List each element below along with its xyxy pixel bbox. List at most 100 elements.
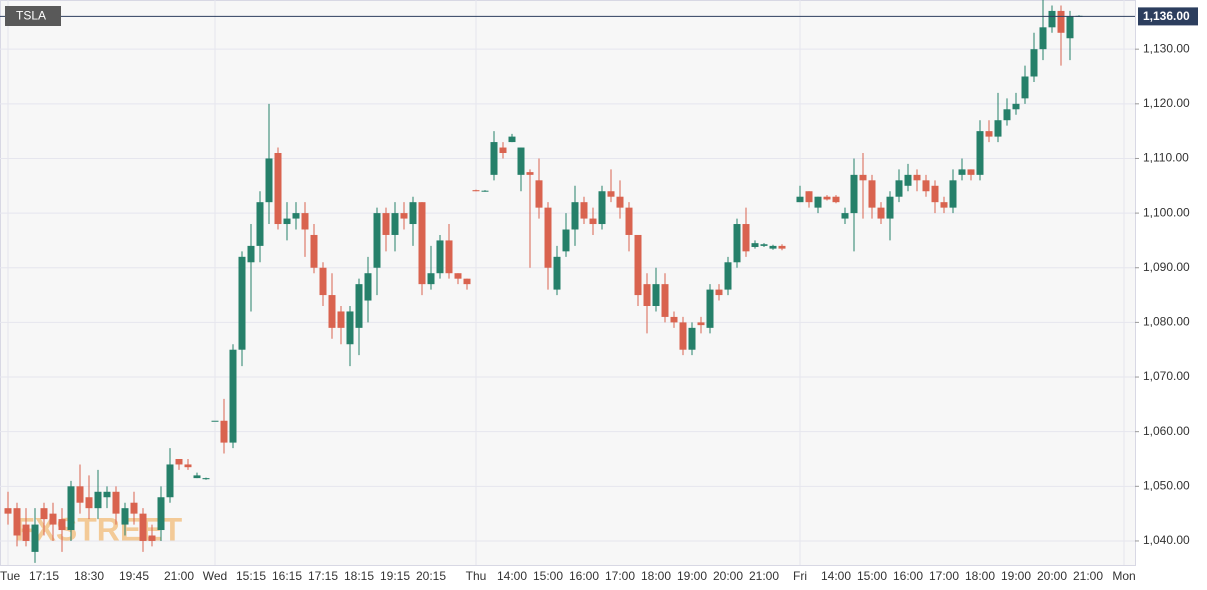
candle-body [913, 174, 921, 181]
candle-body [22, 524, 30, 541]
x-tick-label: Mon [1112, 569, 1135, 583]
candle-body [58, 519, 66, 531]
x-tick-label: 17:00 [929, 569, 959, 583]
y-tick-label: 1,050.00 [1143, 478, 1190, 492]
x-tick-label: Thu [466, 569, 487, 583]
candle-body [13, 508, 21, 536]
candle-body [409, 202, 417, 225]
candle-body [1066, 16, 1074, 39]
x-tick-label: 19:00 [1001, 569, 1031, 583]
candle-body [967, 169, 975, 175]
x-tick-label: 18:30 [74, 569, 104, 583]
candle-body [364, 273, 372, 301]
y-tick-label: 1,040.00 [1143, 533, 1190, 547]
candle-body [535, 180, 543, 208]
candle-body [904, 174, 912, 186]
y-tick-label: 1,090.00 [1143, 260, 1190, 274]
candle-body [85, 497, 93, 509]
candle-body [931, 185, 939, 203]
candle-body [265, 158, 273, 203]
candle-body [841, 213, 849, 219]
candle-body [31, 524, 39, 552]
x-tick-label: 17:15 [308, 569, 338, 583]
candle-body [301, 213, 309, 230]
candle-body [4, 508, 12, 514]
candle-body [1039, 27, 1047, 50]
candle-body [337, 311, 345, 328]
x-tick-label: 20:15 [416, 569, 446, 583]
x-tick-label: Fri [793, 569, 807, 583]
candle-body [1030, 49, 1038, 77]
x-tick-label: 19:45 [119, 569, 149, 583]
candle-body [823, 196, 831, 200]
candle-body [571, 202, 579, 230]
candle-body [1021, 76, 1029, 99]
candle-body [472, 190, 480, 192]
candle-body [805, 191, 813, 203]
x-tick-label: 17:00 [605, 569, 635, 583]
candle-body [94, 491, 102, 509]
candle-body [544, 207, 552, 268]
candle-body [355, 284, 363, 328]
candle-body [202, 478, 210, 480]
plot-area [0, 0, 1136, 566]
y-tick-label: 1,080.00 [1143, 315, 1190, 329]
y-tick-label: 1,130.00 [1143, 41, 1190, 55]
candle-body [733, 224, 741, 263]
candle-body [985, 131, 993, 137]
candle-body [211, 420, 219, 422]
symbol-box [5, 6, 61, 26]
x-tick-label: 21:00 [164, 569, 194, 583]
candle-body [508, 136, 516, 143]
x-tick-label: Tue [0, 569, 21, 583]
candle-body [652, 284, 660, 306]
candle-body [706, 289, 714, 328]
y-tick-label: 1,060.00 [1143, 424, 1190, 438]
candle-body [373, 213, 381, 268]
candle-body [481, 190, 489, 192]
candle-body [562, 229, 570, 252]
candle-body [346, 311, 354, 345]
x-tick-label: 15:00 [857, 569, 887, 583]
candle-body [553, 256, 561, 290]
candle-body [634, 234, 642, 296]
last-price-box [1138, 7, 1198, 26]
candle-body [256, 202, 264, 246]
candle-body [1003, 109, 1011, 121]
candle-body [868, 180, 876, 208]
candle-body [418, 202, 426, 285]
y-tick-label: 1,110.00 [1143, 151, 1189, 165]
y-tick-label: 1,100.00 [1143, 205, 1190, 219]
candle-body [859, 174, 867, 181]
candle-body [193, 475, 201, 479]
candle-body [886, 196, 894, 219]
candle-body [670, 316, 678, 323]
candle-body [274, 152, 282, 225]
candle-body [958, 169, 966, 175]
candle-body [724, 262, 732, 290]
y-tick-label: 1,120.00 [1143, 96, 1190, 110]
x-tick-label: 21:00 [749, 569, 779, 583]
candle-body [796, 196, 804, 203]
candle-body [994, 120, 1002, 137]
candle-body [895, 180, 903, 197]
candle-body [1048, 10, 1056, 28]
x-tick-label: 19:00 [677, 569, 707, 583]
x-tick-label: Wed [203, 569, 227, 583]
candle-body [328, 295, 336, 328]
candle-body [49, 513, 57, 525]
symbol-label: TSLA [16, 9, 46, 23]
watermark: FXSTREET [15, 511, 183, 547]
y-tick-label: 1,070.00 [1143, 369, 1190, 383]
candle-body [139, 513, 147, 541]
candle-body [157, 497, 165, 531]
candle-body [616, 196, 624, 208]
candle-body [292, 213, 300, 219]
candle-body [463, 278, 471, 285]
candle-body [922, 180, 930, 192]
candle-body [580, 202, 588, 219]
x-tick-label: 18:00 [965, 569, 995, 583]
candle-body [598, 191, 606, 225]
candle-body [778, 245, 786, 249]
candle-body [238, 256, 246, 350]
